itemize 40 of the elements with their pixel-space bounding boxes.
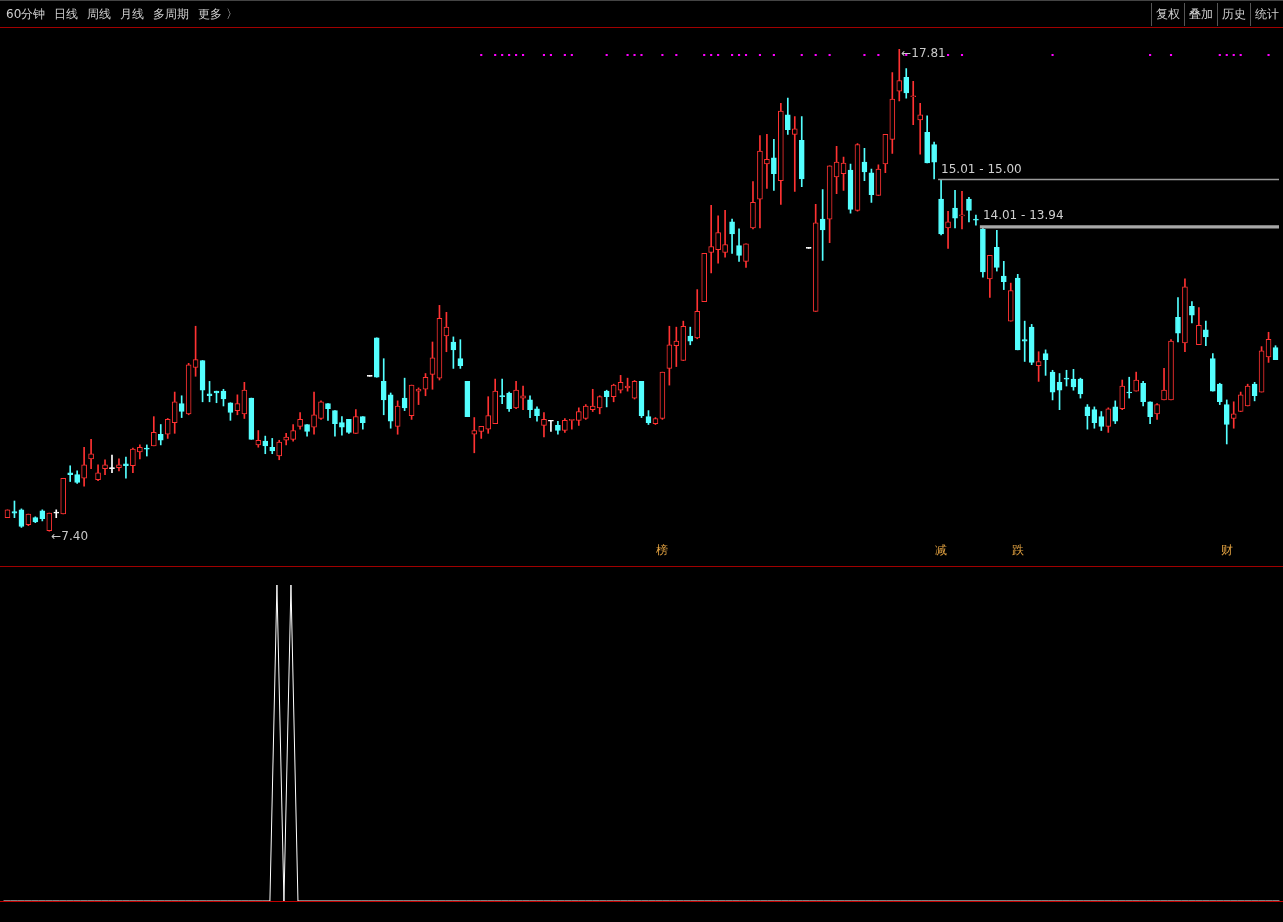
category-label: 日线 bbox=[54, 6, 79, 21]
x-tick-label: 财 bbox=[1220, 542, 1233, 557]
candlestick bbox=[708, 204, 714, 274]
candlestick bbox=[1021, 320, 1028, 362]
candlestick bbox=[53, 509, 60, 519]
category-label: 多周期 bbox=[153, 6, 190, 21]
candlestick bbox=[722, 210, 728, 258]
candlestick bbox=[255, 430, 262, 448]
candlestick bbox=[520, 385, 526, 411]
candlestick bbox=[1000, 261, 1007, 290]
annotation: ←17.81 bbox=[901, 46, 946, 61]
category-label: 更多 〉 bbox=[198, 6, 239, 21]
x-tick-label: 榜 bbox=[656, 542, 669, 557]
candlestick bbox=[471, 417, 478, 454]
candlestick bbox=[910, 81, 917, 125]
annotation: ←7.40 bbox=[51, 528, 89, 543]
text: 叠加 bbox=[1184, 2, 1217, 26]
candlestick bbox=[548, 419, 554, 432]
band-label: 15.01 - 15.00 bbox=[941, 161, 1022, 176]
text: 历史 bbox=[1217, 2, 1250, 26]
candlestick bbox=[88, 439, 94, 469]
category-label: 周线 bbox=[87, 6, 112, 21]
text: 复权 bbox=[1151, 2, 1184, 26]
text: 统计 bbox=[1250, 2, 1283, 26]
category-label: 60分钟 bbox=[6, 6, 46, 21]
x-tick-label: 减 bbox=[935, 542, 948, 557]
candlestick bbox=[959, 190, 965, 230]
candlestick bbox=[1230, 401, 1237, 429]
candlestick bbox=[791, 116, 798, 192]
candlestick bbox=[896, 49, 903, 102]
x-tick-label: 跌 bbox=[1011, 542, 1024, 557]
candlestick bbox=[1126, 376, 1133, 399]
candlestick bbox=[67, 465, 74, 482]
candlestick bbox=[764, 133, 770, 189]
candlestick bbox=[973, 214, 979, 226]
candlestick bbox=[945, 210, 951, 249]
candlestick bbox=[144, 444, 150, 457]
category-label: 月线 bbox=[120, 6, 145, 21]
candlestick bbox=[499, 378, 505, 404]
band-label: 14.01 - 13.94 bbox=[982, 208, 1064, 223]
